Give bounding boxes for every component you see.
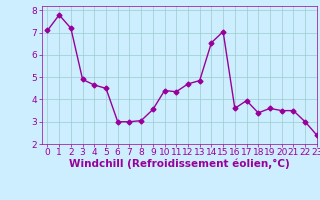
X-axis label: Windchill (Refroidissement éolien,°C): Windchill (Refroidissement éolien,°C) [69,159,290,169]
